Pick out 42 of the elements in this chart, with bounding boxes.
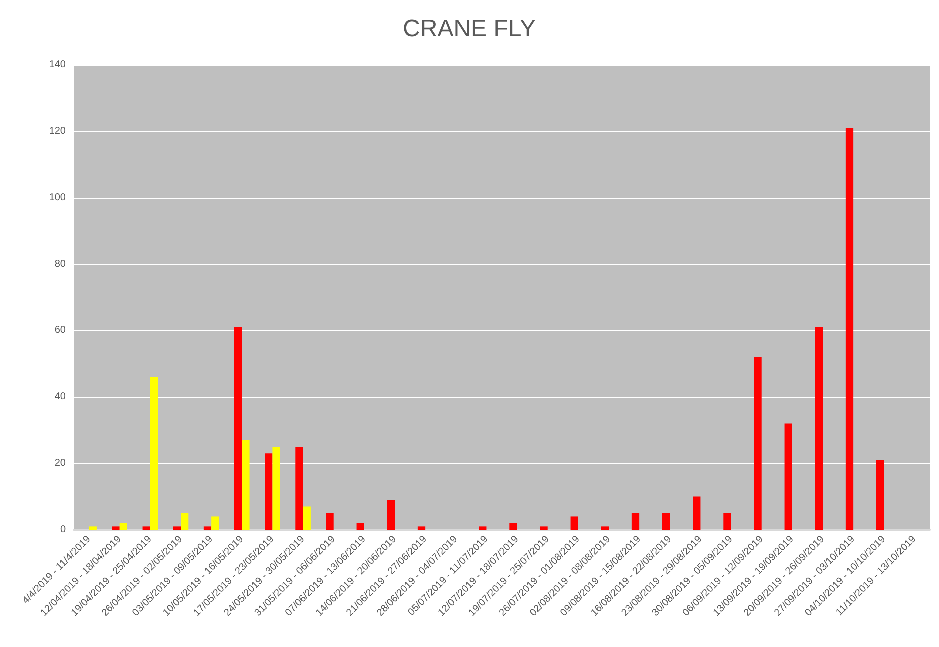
y-tick-label: 20 — [54, 458, 66, 470]
bar — [234, 327, 242, 530]
y-tick-label: 120 — [49, 126, 66, 137]
bar — [150, 377, 158, 530]
bar — [754, 357, 762, 530]
bar — [724, 513, 732, 530]
chart-title: CRANE FLY — [403, 16, 536, 42]
bar — [204, 526, 212, 530]
bar — [326, 513, 334, 530]
bar — [296, 446, 304, 530]
bar — [846, 128, 854, 530]
y-tick-label: 0 — [60, 524, 66, 536]
bar — [479, 526, 487, 530]
bar — [272, 446, 280, 530]
bar — [662, 513, 670, 530]
bar — [356, 523, 364, 530]
bar — [120, 523, 128, 530]
bar — [181, 513, 189, 530]
y-tick-label: 80 — [54, 258, 66, 270]
bar — [876, 460, 884, 530]
y-tick-label: 140 — [49, 60, 66, 70]
bar — [418, 526, 426, 530]
bar — [510, 523, 518, 530]
bar — [112, 526, 120, 530]
y-tick-label: 100 — [49, 192, 66, 204]
bar — [212, 516, 220, 530]
bar — [142, 526, 150, 530]
y-tick-label: 40 — [54, 392, 66, 403]
bar — [303, 506, 311, 530]
bar — [265, 454, 273, 530]
bar — [173, 526, 181, 530]
bar — [601, 526, 609, 530]
bar — [632, 513, 640, 530]
bar — [387, 500, 395, 530]
bar — [540, 526, 548, 530]
bar — [570, 516, 578, 530]
bar — [242, 440, 250, 530]
bar — [815, 327, 823, 530]
bar — [784, 424, 792, 530]
y-tick-label: 60 — [54, 325, 66, 336]
bar — [693, 496, 701, 530]
bar — [89, 526, 97, 530]
